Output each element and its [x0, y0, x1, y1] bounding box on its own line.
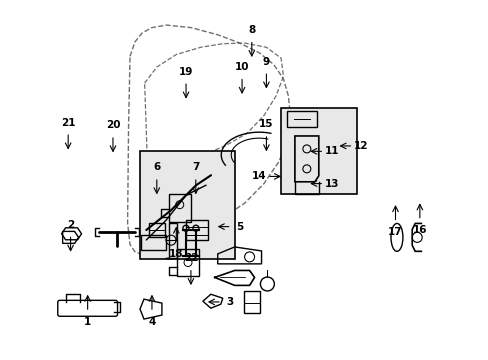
Bar — [168, 194, 190, 222]
Text: 2: 2 — [67, 220, 74, 230]
Text: 18: 18 — [169, 248, 183, 258]
Text: 5: 5 — [236, 222, 243, 231]
Bar — [140, 151, 234, 259]
Bar — [281, 108, 356, 194]
Text: 20: 20 — [105, 121, 120, 130]
Bar — [177, 248, 199, 276]
Text: 7: 7 — [192, 162, 199, 172]
Text: 8: 8 — [248, 25, 255, 35]
Text: 3: 3 — [226, 297, 233, 307]
Text: 1: 1 — [84, 317, 91, 327]
Bar — [148, 223, 164, 237]
Text: 22: 22 — [183, 253, 198, 263]
Bar — [185, 220, 207, 240]
Text: 14: 14 — [251, 171, 266, 181]
Text: 12: 12 — [353, 141, 368, 151]
Bar — [141, 235, 166, 250]
Text: 21: 21 — [61, 118, 75, 128]
Text: 4: 4 — [148, 317, 155, 327]
Text: 11: 11 — [324, 146, 339, 156]
Text: 15: 15 — [259, 120, 273, 129]
Text: 9: 9 — [263, 57, 269, 67]
Text: 13: 13 — [324, 179, 339, 189]
Text: 10: 10 — [234, 62, 249, 72]
Text: 16: 16 — [412, 225, 426, 235]
Text: 6: 6 — [153, 162, 160, 172]
Bar — [286, 111, 316, 127]
Text: 17: 17 — [387, 227, 402, 237]
Bar — [244, 291, 259, 313]
Text: 19: 19 — [179, 67, 193, 77]
